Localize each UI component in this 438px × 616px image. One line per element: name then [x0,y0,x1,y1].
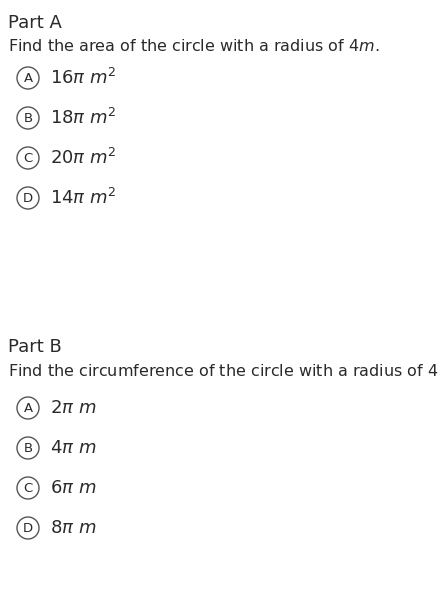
Text: $2\pi\ m$: $2\pi\ m$ [50,399,96,417]
Text: $16\pi\ m^2$: $16\pi\ m^2$ [50,68,117,88]
Text: $8\pi\ m$: $8\pi\ m$ [50,519,96,537]
Text: $4\pi\ m$: $4\pi\ m$ [50,439,96,457]
Text: $20\pi\ m^2$: $20\pi\ m^2$ [50,148,117,168]
Text: $14\pi\ m^2$: $14\pi\ m^2$ [50,188,117,208]
Text: Part A: Part A [8,14,62,32]
Text: B: B [24,111,32,124]
Text: D: D [23,522,33,535]
Text: A: A [24,402,32,415]
Text: C: C [23,482,32,495]
Text: Find the area of the circle with a radius of 4$m$.: Find the area of the circle with a radiu… [8,38,379,54]
Text: B: B [24,442,32,455]
Text: $6\pi\ m$: $6\pi\ m$ [50,479,96,497]
Text: Find the circumference of the circle with a radius of 4 $m$.: Find the circumference of the circle wit… [8,363,438,379]
Text: $18\pi\ m^2$: $18\pi\ m^2$ [50,108,117,128]
Text: A: A [24,71,32,84]
Text: D: D [23,192,33,205]
Text: C: C [23,152,32,164]
Text: Part B: Part B [8,338,62,356]
